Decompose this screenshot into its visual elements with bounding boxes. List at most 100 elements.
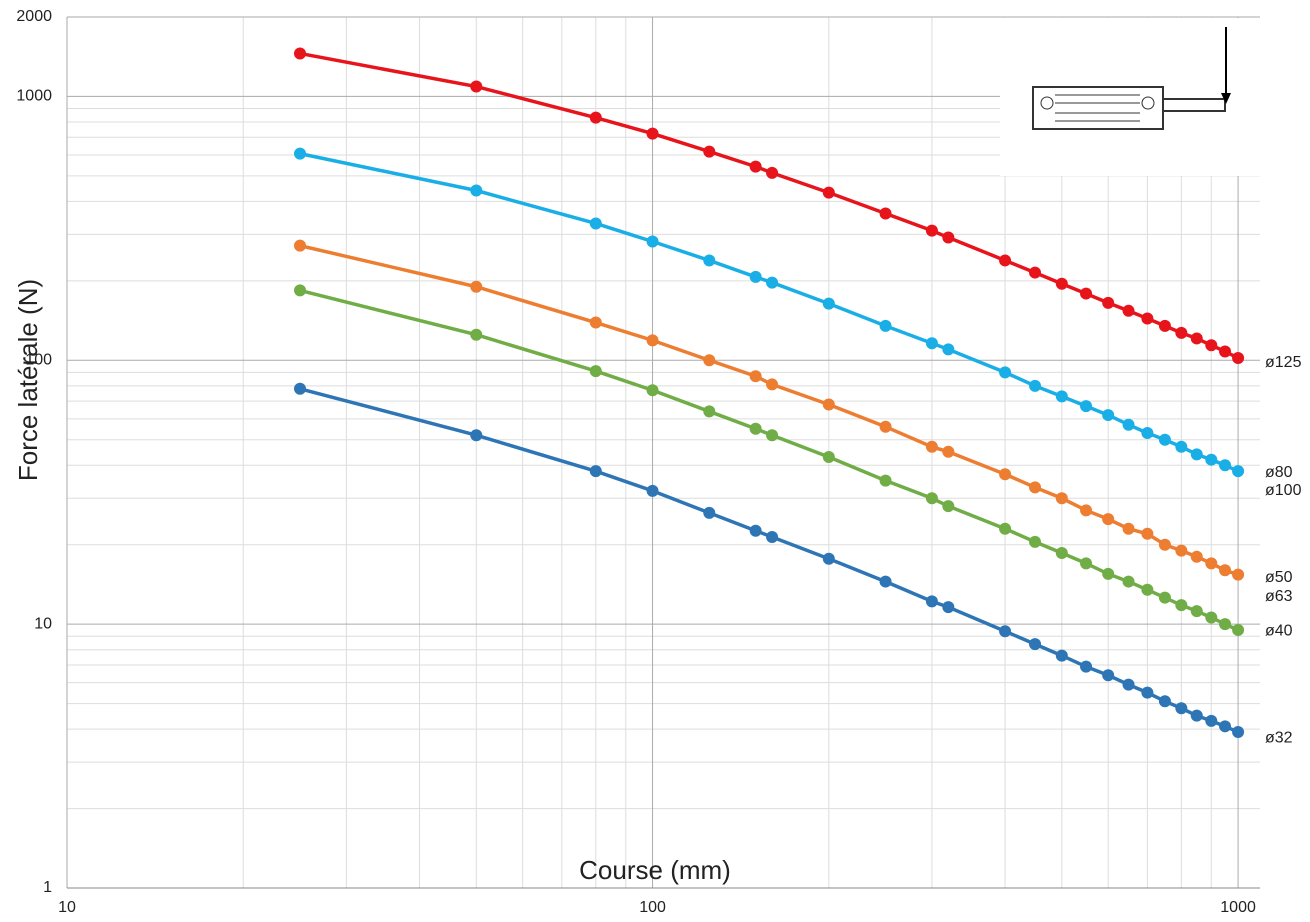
data-point	[1219, 459, 1232, 472]
data-point	[1102, 513, 1115, 526]
series-label: ø40	[1265, 622, 1293, 639]
data-point	[999, 522, 1012, 535]
data-point	[1055, 390, 1068, 403]
data-point	[646, 384, 659, 397]
data-point	[766, 429, 779, 442]
data-point	[470, 80, 483, 93]
x-tick-label: 100	[639, 899, 666, 916]
data-point	[1158, 695, 1171, 708]
data-point	[1055, 492, 1068, 505]
data-point	[822, 552, 835, 565]
data-point	[1029, 266, 1042, 279]
data-point	[1055, 277, 1068, 290]
data-point	[470, 184, 483, 197]
data-point	[1219, 618, 1232, 631]
data-point	[1141, 583, 1154, 596]
data-point	[589, 217, 602, 230]
data-point	[942, 445, 955, 458]
data-point	[1055, 547, 1068, 560]
data-point	[1158, 433, 1171, 446]
data-point	[749, 160, 762, 173]
series-label: ø80	[1265, 464, 1293, 481]
data-point	[1219, 720, 1232, 733]
data-point	[589, 111, 602, 124]
data-point	[822, 186, 835, 199]
data-point	[703, 254, 716, 267]
series-label: ø32	[1265, 729, 1293, 746]
data-point	[999, 254, 1012, 267]
data-point	[999, 625, 1012, 638]
data-point	[1175, 544, 1188, 557]
data-point	[1080, 660, 1093, 673]
data-point	[1122, 522, 1135, 535]
data-point	[703, 405, 716, 418]
series-line	[299, 288, 1239, 632]
data-point	[1122, 575, 1135, 588]
data-point	[879, 319, 892, 332]
series-label: ø50	[1265, 569, 1293, 586]
data-point	[1122, 304, 1135, 317]
data-point	[1102, 409, 1115, 422]
y-axis-label: Force latérale (N)	[13, 279, 43, 481]
y-tick-label: 10	[34, 615, 52, 632]
data-point	[1205, 557, 1218, 570]
data-point	[766, 166, 779, 179]
data-point	[942, 500, 955, 513]
data-point	[999, 468, 1012, 481]
data-point	[879, 420, 892, 433]
data-point	[294, 47, 307, 60]
data-point	[879, 575, 892, 588]
data-point	[1080, 400, 1093, 413]
data-point	[294, 382, 307, 395]
data-point	[925, 224, 938, 237]
data-point	[589, 365, 602, 378]
x-tick-label: 1000	[1220, 899, 1256, 916]
data-point	[470, 280, 483, 293]
data-point	[1219, 564, 1232, 577]
data-point	[703, 354, 716, 367]
data-point	[294, 147, 307, 160]
data-point	[470, 328, 483, 341]
data-point	[879, 474, 892, 487]
data-point	[1205, 714, 1218, 727]
data-point	[1158, 591, 1171, 604]
data-point	[1232, 726, 1245, 739]
data-point	[1122, 418, 1135, 431]
data-point	[589, 465, 602, 478]
data-point	[1175, 440, 1188, 453]
data-point	[1232, 624, 1245, 637]
data-point	[1102, 296, 1115, 309]
force-arrowhead	[1221, 93, 1231, 104]
data-point	[470, 429, 483, 442]
data-point	[942, 343, 955, 356]
data-point	[646, 235, 659, 248]
data-point	[749, 270, 762, 283]
x-axis-label: Course (mm)	[579, 855, 731, 885]
data-point	[1175, 326, 1188, 339]
data-point	[749, 524, 762, 537]
data-point	[749, 370, 762, 383]
x-tick-label: 10	[58, 899, 76, 916]
data-point	[1205, 339, 1218, 352]
cylinder-port	[1141, 96, 1155, 110]
data-point	[1102, 567, 1115, 580]
cylinder-body	[1032, 86, 1164, 130]
data-point	[646, 127, 659, 140]
data-point	[1158, 319, 1171, 332]
data-point	[1080, 504, 1093, 517]
data-point	[749, 422, 762, 435]
data-point	[999, 366, 1012, 379]
data-point	[1122, 678, 1135, 691]
y-tick-label: 100	[25, 352, 52, 369]
data-point	[925, 337, 938, 350]
data-point	[925, 440, 938, 453]
y-tick-label: 1000	[16, 88, 52, 105]
data-point	[1029, 638, 1042, 651]
data-point	[1190, 332, 1203, 345]
data-point	[1219, 345, 1232, 358]
data-point	[942, 601, 955, 614]
data-point	[1232, 352, 1245, 365]
data-point	[1205, 611, 1218, 624]
data-point	[703, 145, 716, 158]
plot	[294, 47, 1245, 739]
